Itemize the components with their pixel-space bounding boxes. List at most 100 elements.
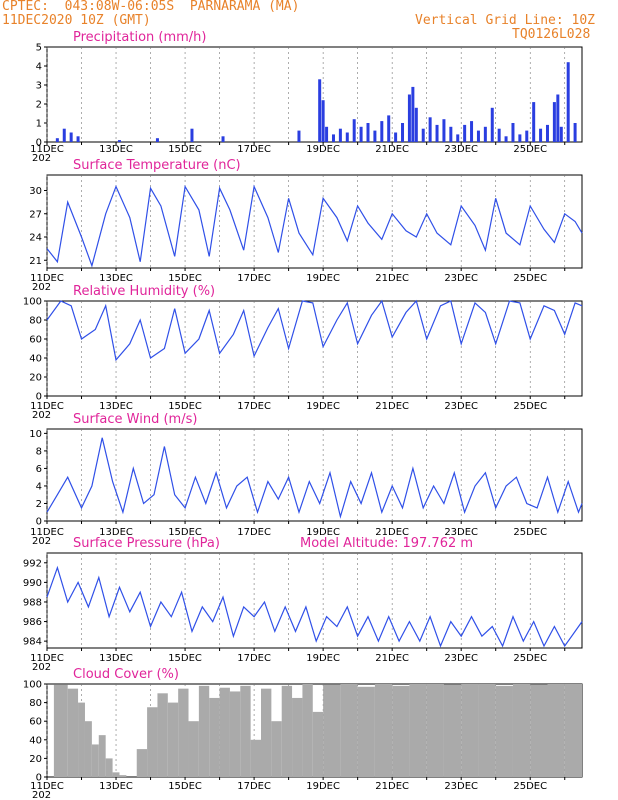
precip-bar [55,138,59,142]
header-grid-note: Vertical Grid Line: 10Z [415,13,596,28]
y-tick-label: 988 [23,597,42,608]
y-tick-label: 80 [29,316,42,327]
cloud-cover-bar [261,688,272,777]
x-tick-label: 23DEC [444,401,478,412]
x-tick-label: 17DEC [237,527,271,538]
cloud-cover-bar [374,684,393,777]
panel-annotation: Model Altitude: 197.762 m [300,536,473,551]
precip-bar [155,138,159,142]
cloud-cover-bar [84,721,92,777]
header-run-code: TQ0126L028 [512,27,591,42]
cloud-cover-bar [478,684,496,777]
y-tick-label: 0 [36,392,42,403]
panel-title: Surface Temperature (nC) [73,158,241,173]
precip-bar [318,79,322,142]
panel-title: Cloud Cover (%) [73,667,179,682]
series-line [46,437,583,519]
cloud-cover-bar [312,711,324,777]
precip-bar [511,123,515,142]
series-line [46,565,583,648]
cloud-cover-bar [198,685,210,777]
series-line [46,299,583,362]
y-tick-label: 40 [29,735,42,746]
cloud-cover-bar [530,684,548,777]
precip-bar [435,124,439,142]
panel-title: Surface Wind (m/s) [73,412,197,427]
x-tick-label: 25DEC [513,273,547,284]
cloud-cover-bar [547,684,565,777]
precip-bar [566,62,570,143]
x-tick-label: 17DEC [237,781,271,792]
panel-frame [46,174,583,269]
cloud-cover-bar [178,688,189,777]
y-tick-label: 0 [36,517,42,528]
cloud-cover-bar [302,684,313,777]
y-tick-label: 1 [36,119,42,130]
cloud-cover-bar [292,697,303,777]
y-tick-label: 60 [29,717,42,728]
x-tick-label: 15DEC [168,527,202,538]
x-tick-label: 21DEC [375,401,409,412]
y-tick-label: 6 [36,464,42,475]
panel-title: Precipitation (mm/h) [73,30,206,45]
cloud-cover-bar [167,702,179,777]
panel-frame [46,552,583,649]
x-tick-label: 11DEC [30,653,64,664]
precip-bar [69,132,73,142]
precip-bar [321,100,325,142]
x-tick-label: 15DEC [168,273,202,284]
cloud-cover-bar [112,772,120,777]
series-line [46,184,583,268]
panel-title: Relative Humidity (%) [73,284,215,299]
precip-bar [190,128,194,142]
precip-bar [449,126,453,142]
x-tick-label: 19DEC [306,527,340,538]
precip-bar [338,128,342,142]
x-tick-label: 21DEC [375,527,409,538]
y-tick-label: 0 [36,138,42,149]
precip-bar [539,128,543,142]
precip-bar [421,128,425,142]
x-tick-label: 23DEC [444,273,478,284]
x-tick-label: 19DEC [306,144,340,155]
precip-bar [463,124,467,142]
x-tick-label: 21DEC [375,144,409,155]
precip-bar [556,94,560,142]
y-tick-label: 2 [36,499,42,510]
cloud-cover-bar [495,685,513,777]
y-tick-label: 100 [23,680,42,691]
cloud-cover-bar [229,691,241,777]
x-tick-label: 25DEC [513,401,547,412]
cloud-cover-bar [219,687,230,777]
x-tick-label: 13DEC [99,653,133,664]
x-year-fragment: 202 [32,153,51,164]
x-tick-label: 25DEC [513,653,547,664]
precip-bar [518,134,522,142]
cloud-cover-bar [409,684,427,777]
cloud-cover-bar [78,702,85,777]
cloud-cover-bar [250,739,261,777]
precip-bar [331,134,335,142]
cloud-cover-bar [98,735,106,777]
cloud-cover-bar [340,684,358,777]
x-tick-label: 23DEC [444,144,478,155]
precip-bar [394,132,398,142]
y-tick-label: 10 [29,429,42,440]
y-tick-label: 80 [29,698,42,709]
precip-bar [483,126,487,142]
precip-bar [359,126,363,142]
cloud-cover-bar [188,721,199,777]
y-tick-label: 8 [36,446,42,457]
cloud-cover-bar [564,684,582,777]
x-year-fragment: 202 [32,282,51,293]
y-tick-label: 60 [29,335,42,346]
x-tick-label: 11DEC [30,401,64,412]
precip-bar [573,123,577,142]
x-tick-label: 17DEC [237,144,271,155]
cloud-cover-bar [512,684,531,777]
x-tick-label: 15DEC [168,653,202,664]
x-tick-label: 19DEC [306,401,340,412]
precip-bar [62,128,66,142]
y-tick-label: 990 [23,578,42,589]
precip-bar [532,102,536,142]
